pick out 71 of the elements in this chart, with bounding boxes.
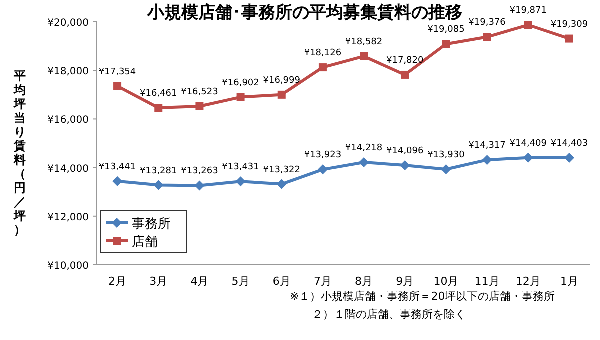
data-label: ¥13,930: [428, 150, 466, 160]
point: [194, 180, 205, 191]
y-tick-label: ¥12,000: [48, 212, 89, 224]
data-label: ¥19,085: [428, 25, 465, 36]
text: 平均坪当り賃料（円／坪）: [14, 69, 26, 237]
data-label: ¥14,409: [510, 138, 548, 149]
point: [400, 160, 410, 170]
data-label: ¥16,999: [263, 76, 301, 86]
point: [318, 64, 327, 72]
point: [112, 176, 123, 186]
point: [565, 34, 574, 43]
point: [196, 102, 204, 110]
point: [154, 104, 163, 112]
x-tick-label: 8月: [355, 275, 374, 288]
x-tick-label: 12月: [516, 275, 541, 288]
data-label: ¥13,431: [222, 162, 260, 173]
text: ※１）小規模店舗・事務所＝20坪以下の店舗・事務所: [290, 290, 556, 303]
data-label: ¥16,461: [140, 89, 178, 99]
text: ２）１階の店舗、事務所を除く: [312, 308, 466, 321]
x-tick-label: 11月: [474, 275, 500, 288]
data-label: ¥13,441: [98, 162, 136, 172]
y-tick-label: ¥18,000: [48, 66, 89, 78]
data-label: ¥18,582: [345, 37, 383, 48]
data-label: ¥13,263: [181, 166, 218, 177]
point: [359, 158, 370, 168]
data-label: ¥19,376: [468, 18, 506, 28]
x-tick-label: 5月: [232, 275, 250, 288]
data-label: ¥19,309: [550, 20, 588, 30]
point: [524, 21, 532, 30]
x-tick-label: 1月: [560, 275, 578, 288]
point: [236, 176, 246, 187]
data-label: ¥13,322: [263, 165, 300, 176]
x-tick-label: 3月: [150, 275, 168, 288]
y-tick-label: ¥20,000: [48, 18, 89, 29]
point: [401, 70, 410, 79]
x-tick-label: 10月: [434, 275, 459, 288]
chart-title: 小規模店舗･事務所の平均募集賃料の推移: [146, 3, 462, 23]
point: [441, 164, 452, 174]
point: [278, 90, 286, 99]
data-label: ¥14,317: [468, 141, 506, 152]
data-label: ¥14,218: [345, 144, 383, 154]
data-label: ¥13,281: [140, 166, 178, 176]
point: [236, 93, 245, 102]
data-label: ¥18,126: [304, 48, 342, 59]
x-tick-label: 6月: [272, 275, 291, 288]
point: [276, 179, 287, 190]
x-tick-label: 4月: [190, 275, 209, 288]
point: [154, 180, 164, 190]
legend-label: 店舗: [132, 234, 158, 250]
point: [360, 52, 368, 60]
data-label: ¥19,871: [510, 6, 547, 16]
x-tick-label: 9月: [396, 275, 414, 288]
data-label: ¥14,096: [386, 146, 424, 156]
data-label: ¥16,902: [222, 78, 260, 88]
point: [114, 82, 122, 90]
y-tick-label: ¥16,000: [48, 115, 89, 126]
data-label: ¥16,523: [181, 87, 218, 98]
point: [442, 40, 450, 48]
y-tick-label: ¥14,000: [48, 164, 89, 175]
point: [523, 152, 534, 163]
x-tick-label: 2月: [108, 275, 127, 288]
legend-label: 事務所: [132, 217, 171, 232]
point: [483, 33, 492, 42]
point: [482, 155, 492, 166]
x-tick-label: 7月: [314, 275, 332, 288]
data-label: ¥17,354: [98, 67, 136, 78]
data-label: ¥17,820: [386, 56, 424, 66]
point: [318, 164, 328, 175]
y-tick-label: ¥10,000: [48, 261, 89, 272]
data-label: ¥14,403: [550, 139, 588, 150]
data-label: ¥13,923: [304, 150, 342, 161]
